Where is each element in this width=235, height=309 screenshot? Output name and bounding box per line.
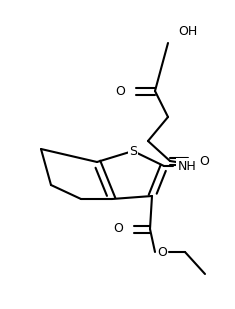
Text: O: O xyxy=(157,247,167,260)
Text: NH: NH xyxy=(178,159,196,172)
Text: O: O xyxy=(115,84,125,98)
Text: OH: OH xyxy=(178,24,198,37)
Text: O: O xyxy=(199,154,209,167)
Text: O: O xyxy=(113,222,123,235)
Text: S: S xyxy=(129,145,137,158)
